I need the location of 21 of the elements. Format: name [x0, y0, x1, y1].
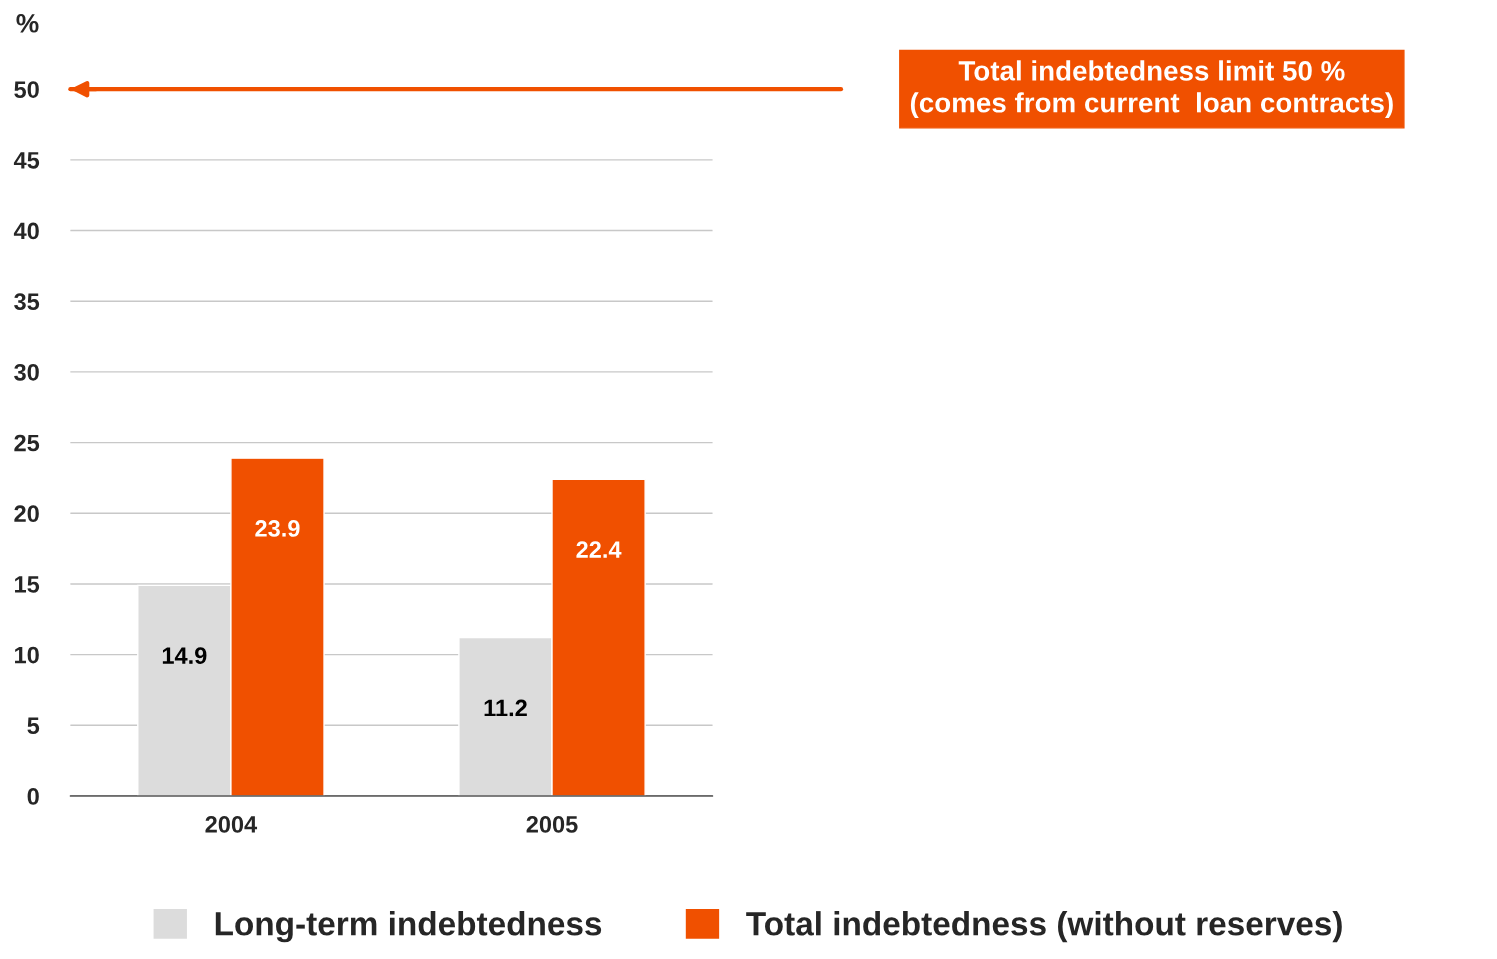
y-tick-label: 15 — [15, 576, 40, 593]
y-tick-label: 35 — [14, 293, 40, 311]
y-axis-title: % — [16, 14, 39, 33]
y-tick-label: 30 — [14, 363, 39, 381]
y-tick-label: 20 — [14, 505, 39, 523]
y-tick-label: 40 — [13, 222, 39, 240]
y-tick-label: 0 — [27, 788, 39, 805]
legend-label: Long-term indebtedness — [215, 911, 602, 943]
data-label: 11.2 — [484, 699, 527, 717]
data-label: 14.9 — [162, 647, 207, 665]
legend-label: Total indebtedness (without reserves) — [746, 911, 1342, 943]
y-tick-label: 10 — [15, 646, 39, 664]
y-tick-label: 45 — [13, 152, 40, 169]
y-tick-label: 50 — [14, 81, 39, 98]
y-tick-label: 5 — [27, 717, 40, 735]
data-label: 22.4 — [576, 541, 622, 558]
x-tick-label: 2004 — [205, 816, 258, 833]
data-label: 23.9 — [255, 520, 300, 537]
ref-line-label: Total indebtedness limit 50 % (comes from current loan contracts) — [910, 60, 1393, 119]
x-tick-label: 2005 — [526, 816, 578, 833]
y-tick-label: 25 — [14, 434, 40, 452]
